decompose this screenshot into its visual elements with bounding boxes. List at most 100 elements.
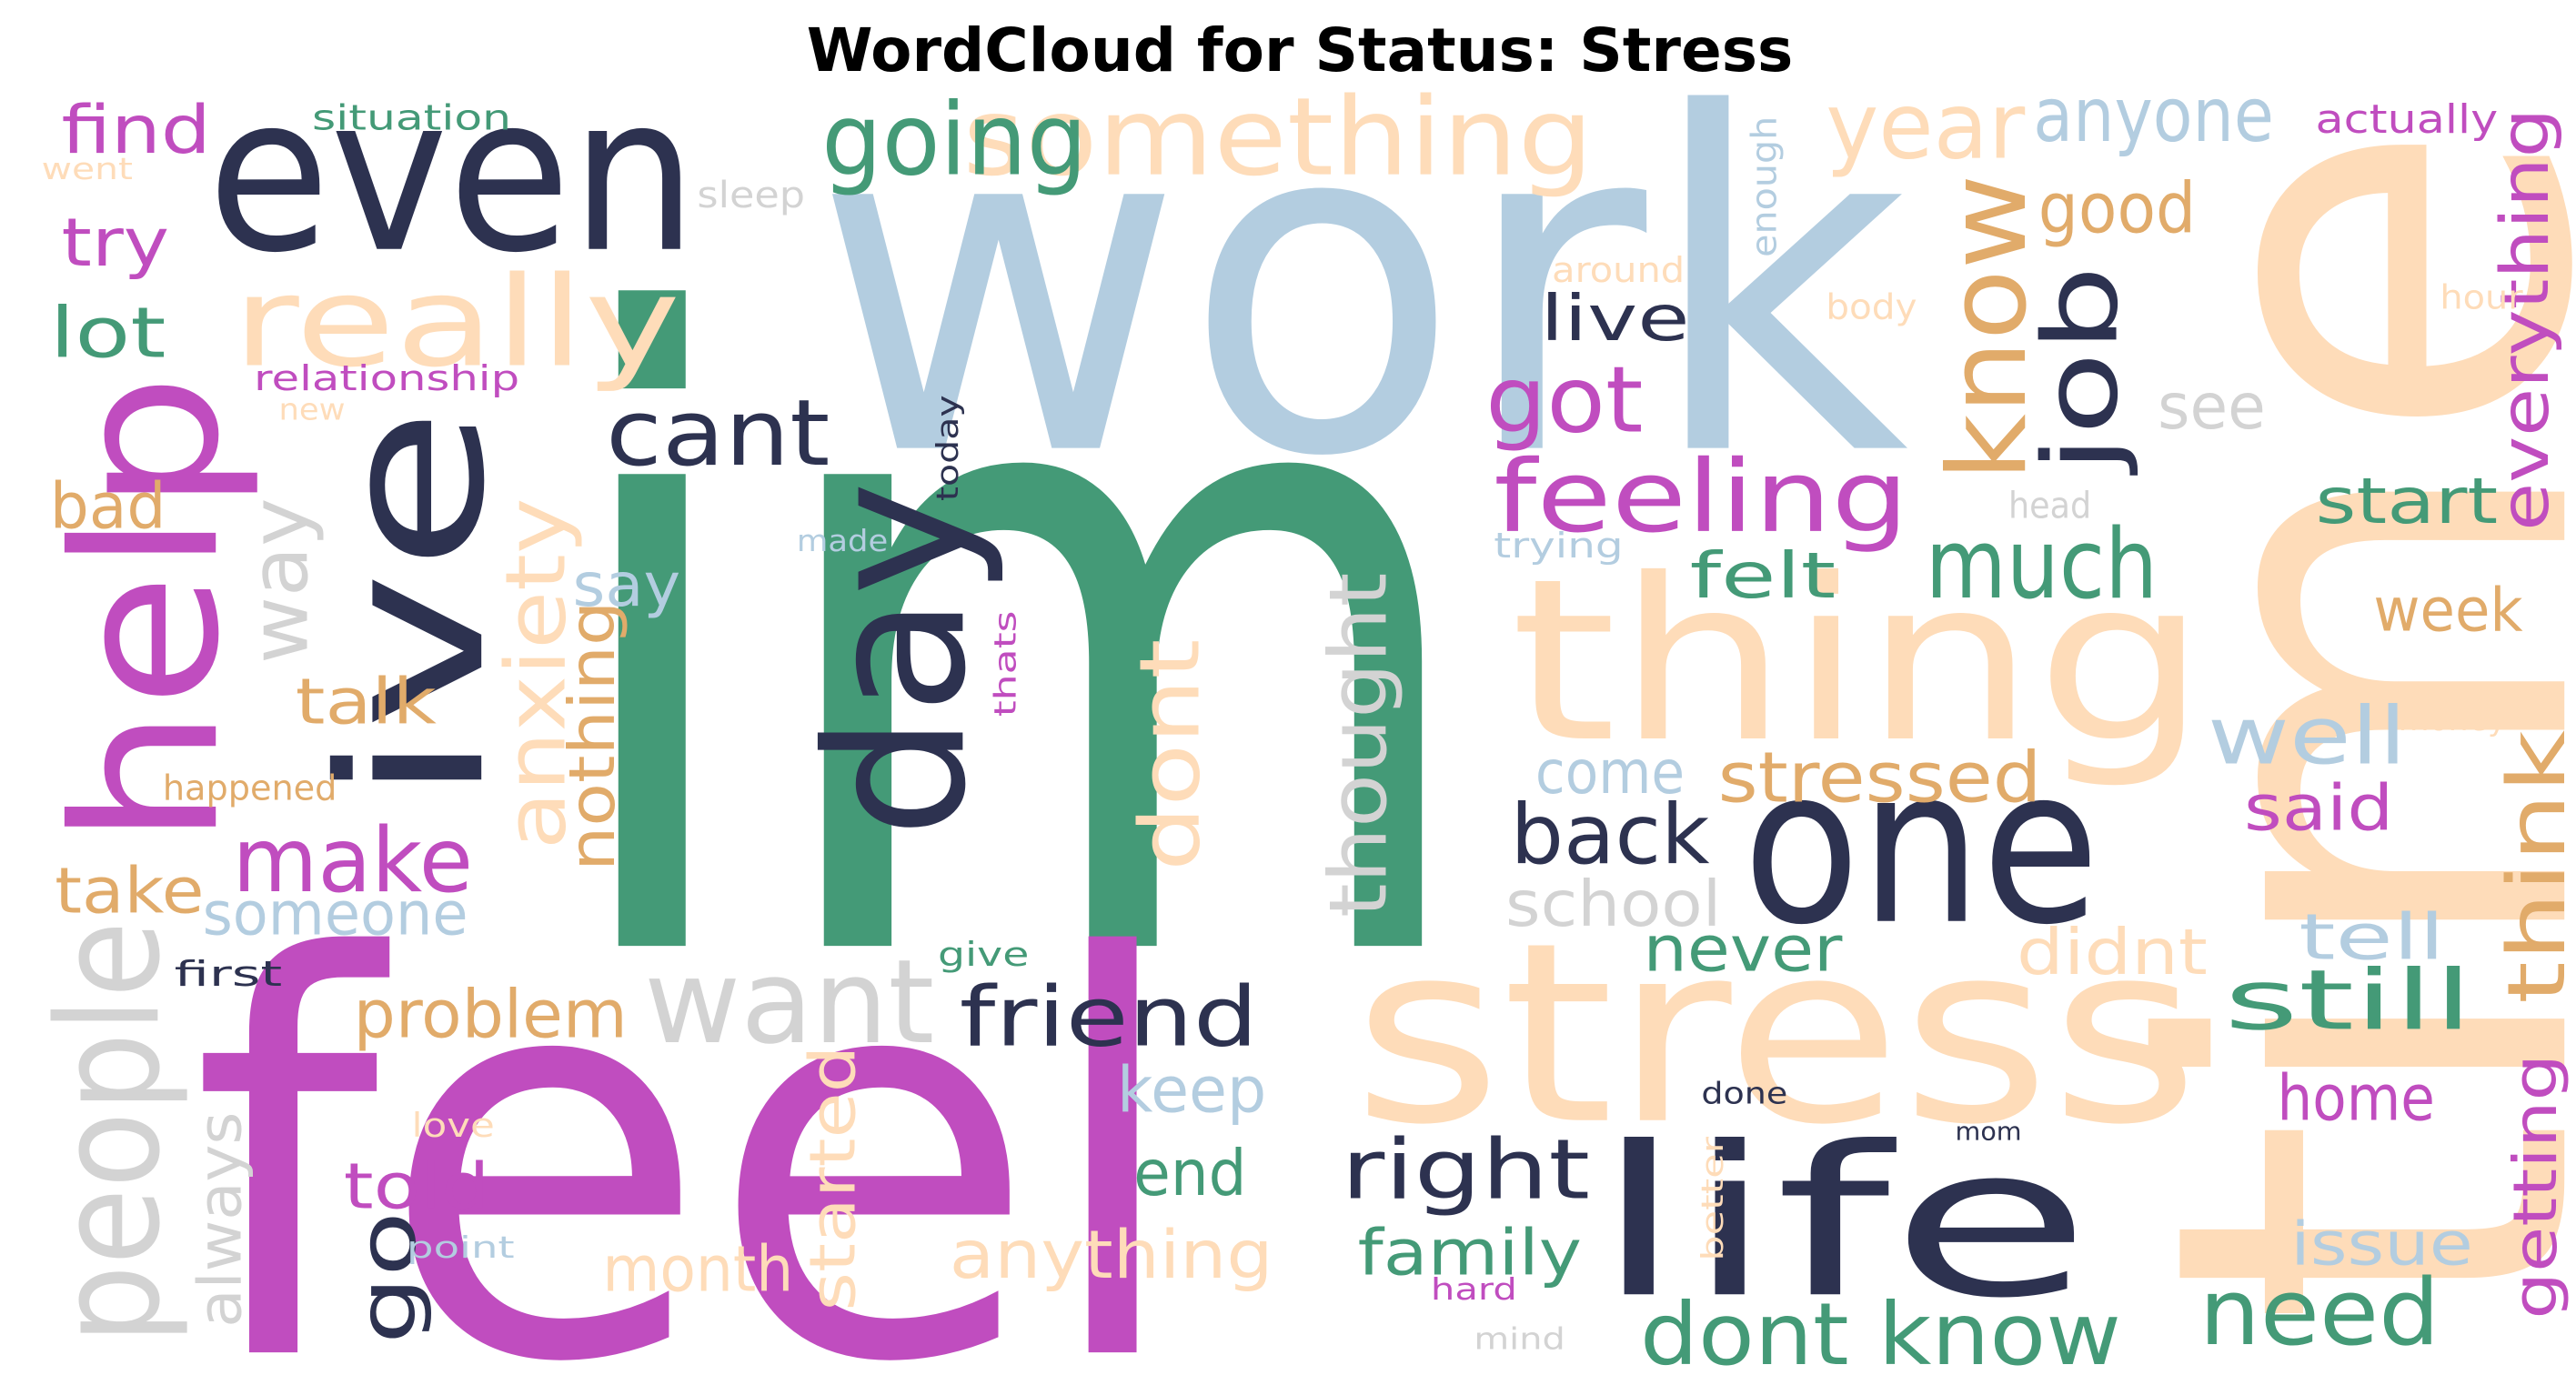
word: good: [2038, 168, 2196, 249]
word: mom: [1956, 1119, 2022, 1147]
word: anything: [950, 1217, 1273, 1294]
word: felt: [1690, 540, 1836, 613]
word: help: [31, 374, 263, 847]
word: done: [1701, 1076, 1787, 1110]
word: really: [232, 250, 680, 395]
word: family: [1358, 1217, 1582, 1290]
word: situation: [312, 97, 511, 138]
word: today: [931, 395, 965, 501]
word: hour: [2440, 277, 2522, 316]
word: something: [962, 75, 1593, 200]
word: cant: [606, 380, 830, 487]
word: tell: [2299, 902, 2445, 975]
word: trying: [1494, 526, 1623, 567]
word: start: [2316, 466, 2499, 538]
word: always: [186, 1112, 256, 1328]
word: need: [2199, 1260, 2440, 1366]
word: ive: [297, 406, 528, 805]
word: make: [232, 809, 473, 913]
word: stressed: [1718, 738, 2042, 818]
word: want: [644, 935, 934, 1070]
word: didnt: [2017, 917, 2208, 989]
word: sleep: [697, 175, 805, 216]
word: mind: [1474, 1322, 1565, 1357]
word: feeling: [1494, 438, 1908, 555]
word: new: [279, 393, 346, 427]
word: see: [2158, 371, 2266, 444]
word: back: [1511, 786, 1710, 883]
word: still: [2224, 951, 2473, 1049]
word: enough: [1744, 116, 1785, 257]
word: live: [1540, 283, 1689, 356]
word: actually: [2316, 96, 2499, 143]
word: people: [26, 921, 191, 1344]
word: go: [341, 1211, 434, 1344]
word: head: [2008, 485, 2091, 527]
chart-title: WordCloud for Status: Stress: [807, 15, 1794, 85]
word: said: [2244, 772, 2393, 845]
word: day: [786, 481, 1008, 838]
word: anyone: [2033, 73, 2274, 159]
word: take: [55, 856, 204, 928]
word: thats: [989, 611, 1023, 718]
word: around: [1552, 250, 1685, 291]
word: never: [1643, 913, 1843, 986]
word: hard: [1431, 1272, 1517, 1307]
word: school: [1505, 868, 1721, 941]
word: find: [62, 92, 211, 169]
word: money: [2399, 703, 2507, 738]
word: going: [821, 82, 1087, 198]
word: life: [1594, 1101, 2091, 1343]
word: come: [1535, 738, 1685, 808]
word: stress: [1353, 889, 2199, 1179]
word: right: [1341, 1120, 1590, 1218]
word: told: [344, 1150, 490, 1223]
word: happened: [163, 768, 337, 809]
word: better: [1696, 1136, 1730, 1261]
word: talk: [296, 667, 437, 739]
word: think: [2490, 730, 2576, 1004]
word: week: [2373, 576, 2522, 645]
word: made: [797, 524, 888, 558]
word: much: [1926, 508, 2158, 620]
word: give: [938, 935, 1029, 974]
word: point: [407, 1230, 515, 1265]
word: got: [1485, 346, 1643, 453]
word: issue: [2290, 1209, 2473, 1279]
word: way: [234, 497, 327, 663]
word: bad: [50, 470, 166, 543]
word: thing: [1511, 531, 2208, 792]
word: went: [42, 152, 134, 186]
word: month: [602, 1234, 793, 1307]
word: one: [1743, 721, 2099, 972]
word: work: [813, 18, 1908, 558]
word: body: [1826, 286, 1917, 327]
word: relationship: [254, 358, 519, 399]
word: know: [1925, 175, 2050, 482]
word: dont: [1121, 639, 1218, 871]
word: end: [1133, 1138, 1246, 1210]
word: job: [2021, 266, 2141, 477]
word: first: [175, 954, 283, 995]
word: time: [2057, 116, 2576, 1328]
word: problem: [354, 976, 628, 1053]
word: friend: [960, 968, 1258, 1066]
word: nothing: [557, 601, 629, 871]
word: anxiety: [487, 497, 584, 849]
word: started: [798, 1046, 870, 1311]
word: getting: [2501, 1054, 2571, 1320]
word: even: [207, 49, 697, 300]
word: im: [548, 145, 1485, 1149]
word: home: [2278, 1063, 2435, 1136]
word: year: [1826, 73, 2026, 179]
word: lot: [50, 293, 166, 374]
word: someone: [203, 879, 468, 948]
word: thought: [1313, 573, 1405, 918]
word: well: [2208, 689, 2407, 782]
word: keep: [1117, 1055, 1266, 1128]
word: say: [573, 551, 681, 620]
word: dont know: [1640, 1285, 2121, 1385]
word: feel: [191, 845, 1187, 1385]
